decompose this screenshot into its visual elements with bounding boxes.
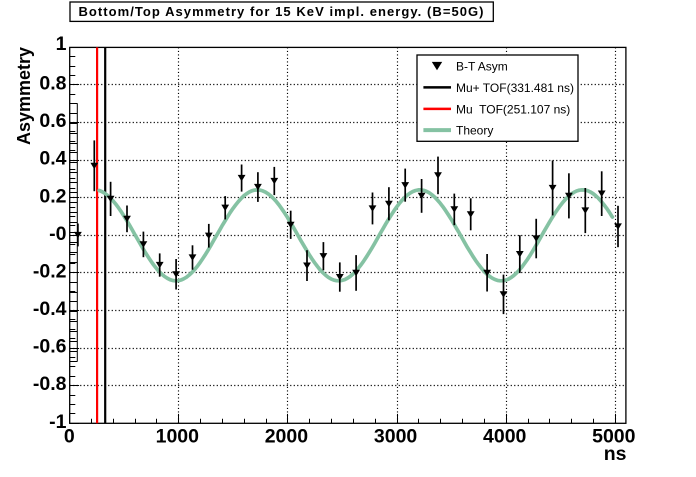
svg-text:1: 1 xyxy=(56,33,67,55)
svg-text:Mu TOF(251.107 ns): Mu TOF(251.107 ns) xyxy=(456,103,570,117)
svg-text:2000: 2000 xyxy=(265,425,309,447)
svg-text:Asymmetry: Asymmetry xyxy=(14,47,34,145)
svg-text:-0.6: -0.6 xyxy=(33,336,67,358)
svg-text:B-T Asym: B-T Asym xyxy=(456,59,508,73)
svg-text:5000: 5000 xyxy=(592,425,636,447)
svg-text:Bottom/Top Asymmetry for 15 Ke: Bottom/Top Asymmetry for 15 KeV impl. en… xyxy=(78,4,484,19)
svg-text:-0: -0 xyxy=(49,223,66,245)
svg-text:ns: ns xyxy=(604,443,627,465)
svg-text:3000: 3000 xyxy=(374,425,418,447)
svg-text:-0.2: -0.2 xyxy=(33,260,67,282)
svg-text:Mu+ TOF(331.481 ns): Mu+ TOF(331.481 ns) xyxy=(456,81,574,95)
svg-text:-0.4: -0.4 xyxy=(33,298,67,320)
svg-text:0: 0 xyxy=(64,425,75,447)
svg-text:1000: 1000 xyxy=(156,425,200,447)
svg-text:0.2: 0.2 xyxy=(39,185,66,207)
svg-text:Theory: Theory xyxy=(456,124,493,138)
svg-text:-0.8: -0.8 xyxy=(33,373,67,395)
svg-text:0.8: 0.8 xyxy=(39,73,66,95)
svg-text:0.4: 0.4 xyxy=(39,148,66,170)
svg-text:-1: -1 xyxy=(49,411,66,433)
svg-text:4000: 4000 xyxy=(483,425,527,447)
svg-text:0.6: 0.6 xyxy=(39,110,66,132)
